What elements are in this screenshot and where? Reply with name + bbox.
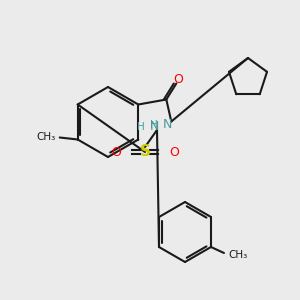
Text: CH₃: CH₃: [228, 250, 247, 260]
Text: O: O: [173, 73, 183, 86]
Text: H: H: [150, 119, 157, 130]
Text: S: S: [140, 145, 151, 160]
Text: O: O: [169, 146, 179, 158]
Text: O: O: [111, 146, 121, 158]
Text: H: H: [137, 122, 145, 132]
Text: N: N: [163, 118, 172, 131]
Text: CH₃: CH₃: [36, 133, 56, 142]
Text: N: N: [149, 121, 159, 134]
